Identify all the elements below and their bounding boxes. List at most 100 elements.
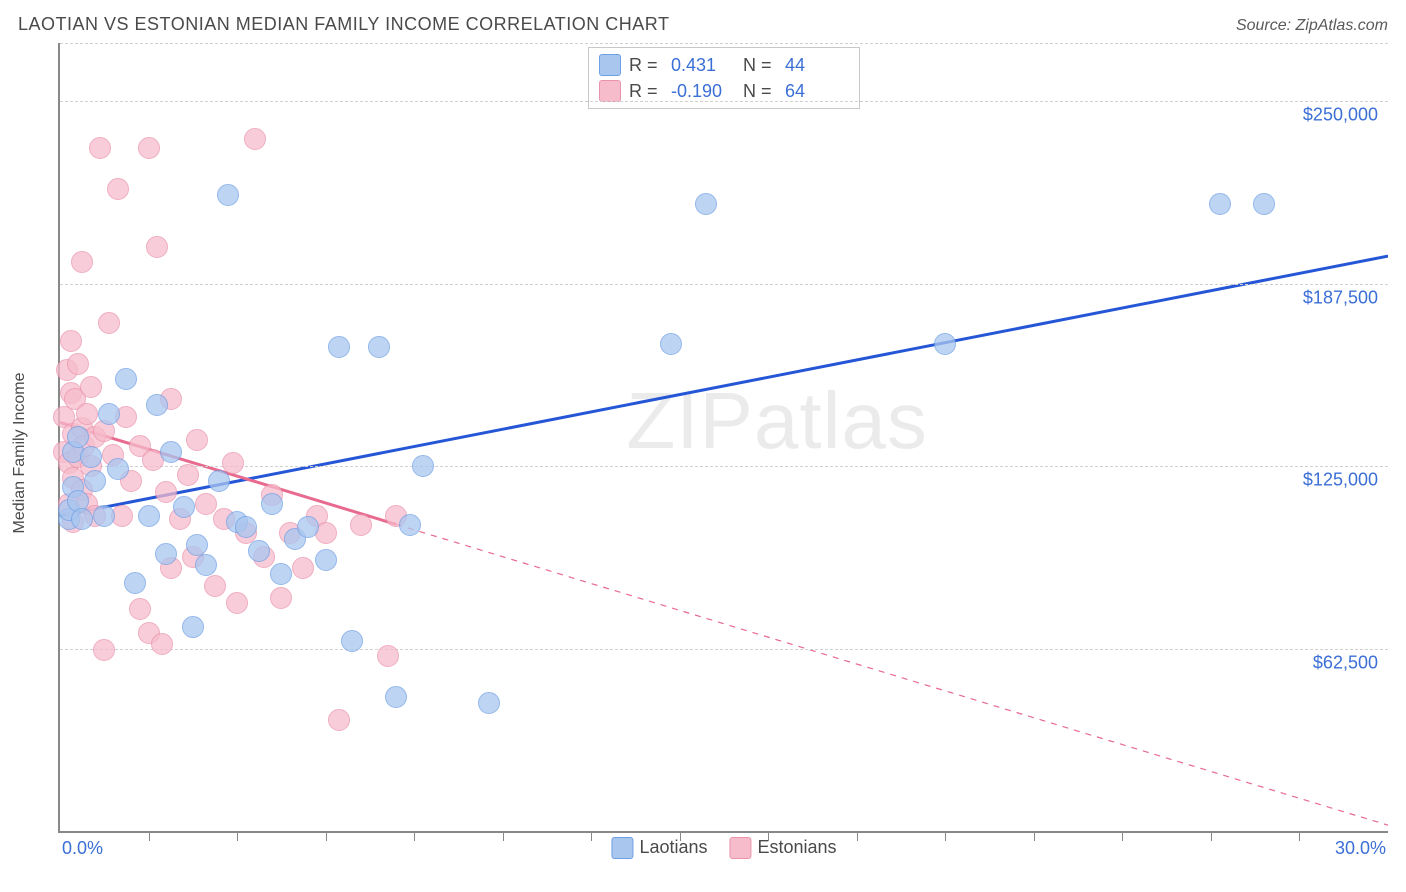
laotians-point <box>235 516 257 538</box>
estonians-point <box>377 645 399 667</box>
gridline-h <box>60 649 1388 650</box>
estonians-point <box>292 557 314 579</box>
gridline-h <box>60 43 1388 44</box>
laotians-point <box>160 441 182 463</box>
chart-source: Source: ZipAtlas.com <box>1236 17 1388 35</box>
estonians-point <box>67 353 89 375</box>
estonians-point <box>151 633 173 655</box>
estonians-point <box>328 709 350 731</box>
laotians-point <box>297 516 319 538</box>
estonians-point <box>80 376 102 398</box>
y-tick-label: $250,000 <box>1303 105 1378 126</box>
legend-n-value: 64 <box>785 78 849 104</box>
laotians-point <box>341 630 363 652</box>
legend-r-value: -0.190 <box>671 78 735 104</box>
laotians-point <box>208 470 230 492</box>
legend-swatch-icon <box>599 54 621 76</box>
legend-series-item: Estonians <box>730 837 837 859</box>
x-tick <box>1122 831 1123 841</box>
laotians-point <box>934 333 956 355</box>
estonians-point <box>350 514 372 536</box>
estonians-point <box>107 178 129 200</box>
x-tick <box>149 831 150 841</box>
x-tick <box>1211 831 1212 841</box>
legend-correlation-row: R = -0.190 N = 64 <box>599 78 849 104</box>
laotians-point <box>80 446 102 468</box>
plot-area: ZIPatlas R =0.431N =44R =-0.190N =64 Lao… <box>58 43 1388 833</box>
laotians-point <box>155 543 177 565</box>
laotians-point <box>173 496 195 518</box>
legend-swatch-icon <box>730 837 752 859</box>
legend-correlation-row: R =0.431N =44 <box>599 52 849 78</box>
laotians-point <box>195 554 217 576</box>
legend-series-item: Laotians <box>611 837 707 859</box>
laotians-point <box>695 193 717 215</box>
laotians-point <box>412 455 434 477</box>
legend-n-label: N = <box>743 78 777 104</box>
chart-title: LAOTIAN VS ESTONIAN MEDIAN FAMILY INCOME… <box>18 14 669 35</box>
x-tick <box>237 831 238 841</box>
laotians-point <box>67 426 89 448</box>
x-tick <box>945 831 946 841</box>
estonians-point <box>226 592 248 614</box>
laotians-point <box>71 508 93 530</box>
estonians-point <box>71 251 93 273</box>
x-tick <box>680 831 681 841</box>
laotians-point <box>146 394 168 416</box>
laotians-point <box>182 616 204 638</box>
y-tick-label: $187,500 <box>1303 287 1378 308</box>
estonians-point <box>89 137 111 159</box>
laotians-point <box>385 686 407 708</box>
laotians-point <box>124 572 146 594</box>
watermark-a: ZIP <box>626 376 753 465</box>
laotians-point <box>217 184 239 206</box>
laotians-point <box>107 458 129 480</box>
laotians-point <box>138 505 160 527</box>
x-tick <box>857 831 858 841</box>
trend-lines-svg <box>60 43 1388 831</box>
x-tick <box>1034 831 1035 841</box>
laotians-point <box>270 563 292 585</box>
estonians-point <box>270 587 292 609</box>
legend-n-value: 44 <box>785 52 849 78</box>
y-axis-label: Median Family Income <box>11 373 29 534</box>
gridline-h <box>60 101 1388 102</box>
estonians-point <box>93 639 115 661</box>
x-tick <box>591 831 592 841</box>
estonians-point <box>60 330 82 352</box>
estonians-point <box>138 137 160 159</box>
estonians-point <box>129 598 151 620</box>
laotians-point <box>115 368 137 390</box>
legend-correlation: R =0.431N =44R = -0.190 N = 64 <box>588 47 860 109</box>
trend-line <box>60 256 1388 516</box>
laotians-point <box>478 692 500 714</box>
x-axis-min-label: 0.0% <box>62 838 103 859</box>
laotians-point <box>328 336 350 358</box>
laotians-point <box>1209 193 1231 215</box>
legend-swatch-icon <box>611 837 633 859</box>
gridline-h <box>60 284 1388 285</box>
x-tick <box>503 831 504 841</box>
chart-container: LAOTIAN VS ESTONIAN MEDIAN FAMILY INCOME… <box>10 10 1396 863</box>
estonians-point <box>146 236 168 258</box>
laotians-point <box>1253 193 1275 215</box>
legend-swatch-icon <box>599 80 621 102</box>
laotians-point <box>660 333 682 355</box>
laotians-point <box>93 505 115 527</box>
laotians-point <box>315 549 337 571</box>
y-tick-label: $125,000 <box>1303 470 1378 491</box>
x-tick <box>768 831 769 841</box>
laotians-point <box>98 403 120 425</box>
estonians-point <box>244 128 266 150</box>
laotians-point <box>399 514 421 536</box>
laotians-point <box>186 534 208 556</box>
x-axis-max-label: 30.0% <box>1335 838 1386 859</box>
x-tick <box>326 831 327 841</box>
y-tick-label: $62,500 <box>1313 652 1378 673</box>
legend-r-label: R = <box>629 78 663 104</box>
x-tick <box>414 831 415 841</box>
laotians-point <box>261 493 283 515</box>
chart-header: LAOTIAN VS ESTONIAN MEDIAN FAMILY INCOME… <box>10 10 1396 43</box>
gridline-h <box>60 466 1388 467</box>
legend-r-label: R = <box>629 52 663 78</box>
